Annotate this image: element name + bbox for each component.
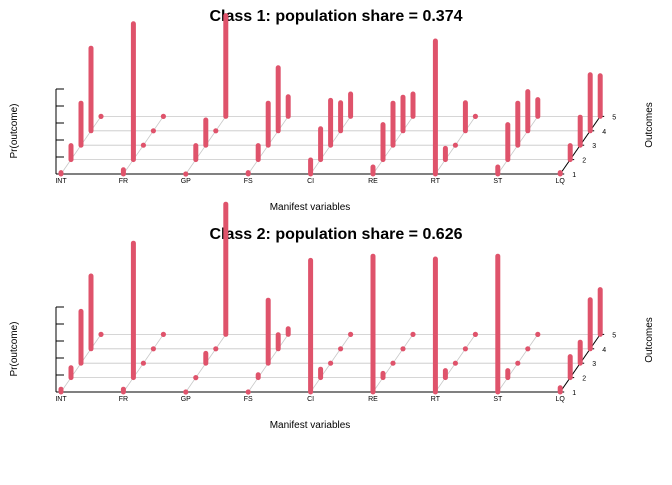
panel-title: Class 1: population share = 0.374 (210, 8, 463, 25)
plot-marks (58, 13, 603, 177)
plot-frame: INT FR GP FS CI RE RT ST LQ 12 34 5 (55, 88, 616, 185)
x-axis-label: Manifest variables (270, 202, 351, 213)
probability-point (452, 360, 458, 366)
probability-point (160, 331, 166, 337)
probability-point (472, 331, 478, 337)
probability-point (183, 171, 189, 177)
probability-point (452, 142, 458, 148)
z-tick-label: 3 (592, 143, 596, 150)
x-tick-label: ST (493, 178, 503, 185)
z-tick-label: 5 (612, 114, 616, 121)
probability-point (150, 346, 156, 352)
probability-point (515, 360, 521, 366)
probability-point (245, 389, 251, 395)
probability-point (410, 331, 416, 337)
probability-point (98, 331, 104, 337)
z-axis-label: Outcomes (644, 317, 655, 363)
panel-class-2: Class 2: population share = 0.626 Manife… (9, 201, 655, 431)
probability-point (160, 113, 166, 119)
x-tick-label: INT (55, 396, 67, 403)
z-tick-label: 1 (572, 390, 576, 397)
probability-point (462, 346, 468, 352)
z-tick-label: 5 (612, 332, 616, 339)
x-tick-label: FS (244, 396, 253, 403)
x-tick-label: FR (119, 396, 128, 403)
probability-point (193, 375, 199, 381)
probability-point (213, 346, 219, 352)
plot-frame: INT FR GP FS CI RE RT ST LQ 12 34 5 (55, 306, 616, 403)
probability-point (150, 128, 156, 134)
z-tick-label: 3 (592, 361, 596, 368)
x-tick-label: GP (181, 178, 191, 185)
probability-point (525, 346, 531, 352)
x-tick-label: LQ (556, 178, 566, 185)
probability-point (472, 113, 478, 119)
probability-point (338, 346, 344, 352)
probability-point (183, 389, 189, 395)
probability-point (390, 360, 396, 366)
z-tick-label: 4 (602, 129, 606, 136)
x-axis-label: Manifest variables (270, 420, 351, 431)
probability-point (140, 142, 146, 148)
x-tick-label: RE (368, 178, 378, 185)
probability-point (328, 360, 334, 366)
x-tick-label: FR (119, 178, 128, 185)
x-tick-label: ST (493, 396, 503, 403)
y-axis-label: Pr(outcome) (9, 103, 20, 158)
probability-point (98, 113, 104, 119)
x-tick-label: FS (244, 178, 253, 185)
x-tick-label: RT (431, 178, 441, 185)
z-axis-label: Outcomes (644, 102, 655, 148)
x-tick-label: LQ (556, 396, 566, 403)
z-tick-label: 2 (582, 376, 586, 383)
z-tick-label: 1 (572, 172, 576, 179)
x-tick-label: CI (307, 396, 314, 403)
y-axis-label: Pr(outcome) (9, 321, 20, 376)
plot-marks (58, 201, 603, 395)
x-tick-label: RT (431, 396, 441, 403)
probability-point (400, 346, 406, 352)
x-tick-label: INT (55, 178, 67, 185)
z-tick-label: 2 (582, 158, 586, 165)
probability-point (348, 331, 354, 337)
z-tick-label: 4 (602, 347, 606, 354)
x-tick-label: RE (368, 396, 378, 403)
x-tick-label: GP (181, 396, 191, 403)
probability-point (213, 128, 219, 134)
x-tick-label: CI (307, 178, 314, 185)
panel-title: Class 2: population share = 0.626 (210, 226, 463, 243)
probability-point (140, 360, 146, 366)
probability-point (535, 331, 541, 337)
panel-class-1: Class 1: population share = 0.374 Manife… (9, 8, 655, 213)
